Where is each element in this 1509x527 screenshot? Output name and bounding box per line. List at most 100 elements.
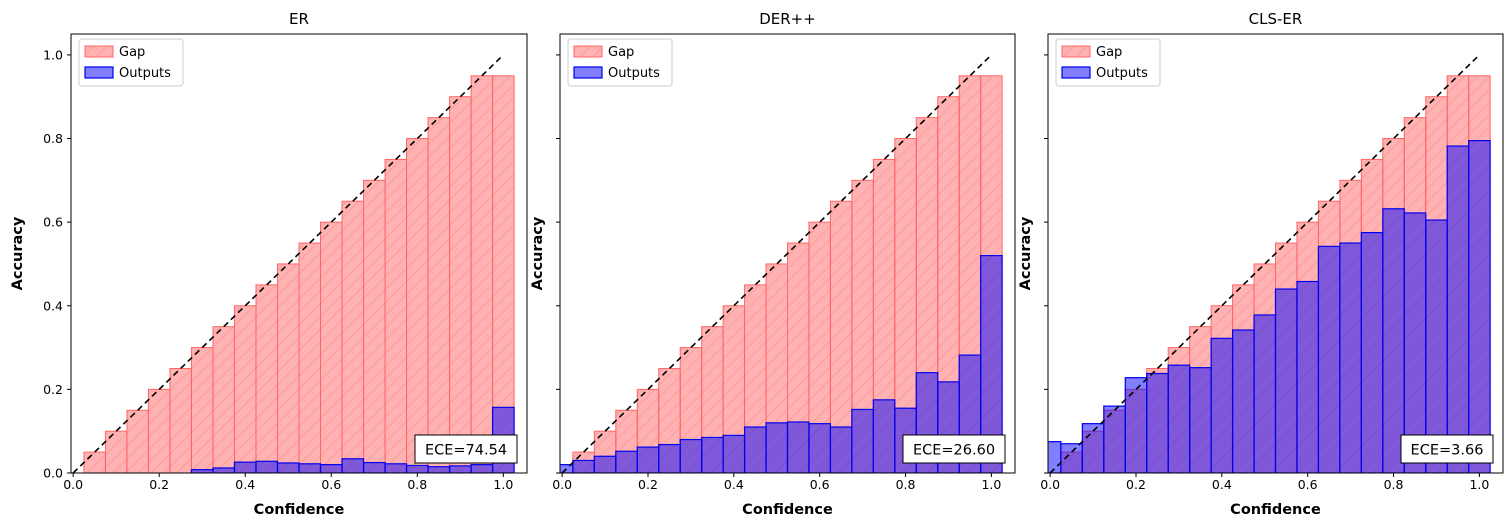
legend: Gap Outputs — [567, 38, 673, 87]
gap-bar-hatch — [723, 305, 745, 473]
outputs-bar — [1274, 288, 1298, 473]
outputs-bar — [341, 458, 365, 473]
outputs-bar — [701, 436, 724, 473]
gap-bar-hatch — [169, 368, 192, 473]
x-tick-label: 0.6 — [810, 477, 830, 492]
gap-bar-hatch — [830, 201, 852, 473]
outputs-bar — [1048, 441, 1062, 473]
legend: Gap Outputs — [78, 38, 184, 87]
y-tick-label: 0.2 — [43, 382, 63, 397]
outputs-bar — [636, 446, 660, 473]
x-tick-label: 1.0 — [981, 477, 1001, 492]
ece-value: ECE=26.60 — [913, 443, 995, 459]
legend-label-gap: Gap — [1096, 45, 1122, 60]
outputs-bar — [851, 408, 874, 473]
outputs-bar — [1231, 329, 1255, 473]
outputs-bar — [1468, 140, 1491, 473]
gap-bar-hatch — [894, 138, 917, 473]
gap-bar-hatch — [255, 284, 278, 473]
plot-area — [72, 54, 515, 473]
x-tick-label: 0.0 — [1040, 477, 1060, 492]
gap-bar-hatch — [191, 347, 213, 473]
ece-box — [1400, 434, 1494, 464]
y-tick-label: 0.0 — [43, 466, 63, 481]
gap-bar-hatch — [406, 138, 429, 473]
outputs-bar — [1167, 364, 1191, 473]
outputs-bar — [980, 254, 1003, 473]
x-tick-label: 0.0 — [552, 477, 572, 492]
chart-title: DER++ — [759, 10, 816, 28]
legend-swatch-outputs — [84, 66, 114, 79]
gap-bar-hatch — [148, 389, 170, 473]
outputs-bar — [765, 422, 789, 473]
x-tick-label: 0.0 — [63, 477, 83, 492]
outputs-bar — [1446, 145, 1470, 473]
gap-bar-hatch — [937, 96, 960, 473]
outputs-bar — [1317, 245, 1341, 473]
ece-annotation: ECE=26.60 — [902, 434, 1006, 464]
outputs-bar — [1253, 314, 1277, 473]
outputs-bar — [255, 460, 279, 473]
ece-box — [414, 434, 518, 464]
gap-bar-hatch — [787, 243, 809, 473]
x-axis-label: Confidence — [254, 502, 345, 518]
x-axis-label: Confidence — [1230, 502, 1321, 518]
outputs-bar — [190, 469, 214, 473]
outputs-bar — [1124, 377, 1148, 473]
outputs-bar — [1210, 337, 1234, 473]
outputs-bar — [1296, 280, 1320, 473]
gap-bar-hatch — [744, 284, 767, 473]
outputs-bar — [233, 461, 257, 473]
x-tick-label: 0.8 — [1384, 477, 1404, 492]
gap-bar-hatch — [701, 326, 724, 473]
chart-title: ER — [289, 10, 309, 28]
outputs-bar — [1103, 405, 1126, 473]
outputs-bar — [298, 463, 322, 473]
gap-bar-hatch — [808, 222, 831, 473]
chart-panel-1: 0.0 0.2 0.4 0.6 0.8 1.0 DER++ Confidence Accurac… — [530, 10, 1016, 518]
gap-bar-hatch — [492, 75, 515, 473]
x-tick-label: 0.2 — [1126, 477, 1146, 492]
x-tick-label: 0.2 — [638, 477, 658, 492]
legend-label-gap: Gap — [119, 45, 145, 60]
legend: Gap Outputs — [1055, 38, 1161, 87]
gap-bar-hatch — [851, 180, 874, 473]
outputs-bar — [1360, 231, 1384, 473]
outputs-bar — [658, 443, 681, 473]
legend-label-outputs: Outputs — [119, 66, 171, 81]
legend-swatch-gap-hatch — [1062, 46, 1090, 57]
outputs-bar — [1339, 242, 1362, 473]
outputs-bar — [319, 464, 343, 473]
x-tick-label: 0.8 — [407, 477, 427, 492]
outputs-bar — [427, 466, 451, 473]
outputs-bar — [572, 459, 595, 473]
outputs-bar — [384, 463, 408, 473]
legend-swatch-gap-hatch — [574, 46, 602, 57]
legend-swatch-outputs — [573, 66, 603, 79]
gap-bar-hatch — [126, 410, 149, 473]
outputs-bar — [872, 399, 896, 473]
ece-value: ECE=3.66 — [1411, 443, 1484, 459]
gap-bar-hatch — [873, 159, 895, 473]
legend-swatch-gap-hatch — [85, 46, 113, 57]
axes-frame — [70, 33, 528, 474]
outputs-bar — [212, 467, 236, 473]
outputs-bar — [615, 450, 638, 473]
gap-bar-hatch — [363, 180, 386, 473]
outputs-bar — [808, 423, 832, 473]
gap-bar-hatch — [449, 96, 472, 473]
x-tick-label: 0.4 — [724, 477, 744, 492]
ece-box — [902, 434, 1006, 464]
gap-bar-hatch — [277, 263, 299, 473]
outputs-bar — [1146, 372, 1169, 473]
outputs-bar — [405, 464, 429, 473]
x-tick-label: 1.0 — [493, 477, 513, 492]
ece-annotation: ECE=3.66 — [1400, 434, 1494, 464]
x-tick-label: 0.6 — [1298, 477, 1318, 492]
x-tick-label: 0.2 — [149, 477, 169, 492]
gap-bar-hatch — [471, 75, 493, 473]
gap-bar-hatch — [342, 201, 364, 473]
ece-value: ECE=74.54 — [425, 443, 507, 459]
legend-label-outputs: Outputs — [1096, 66, 1148, 81]
